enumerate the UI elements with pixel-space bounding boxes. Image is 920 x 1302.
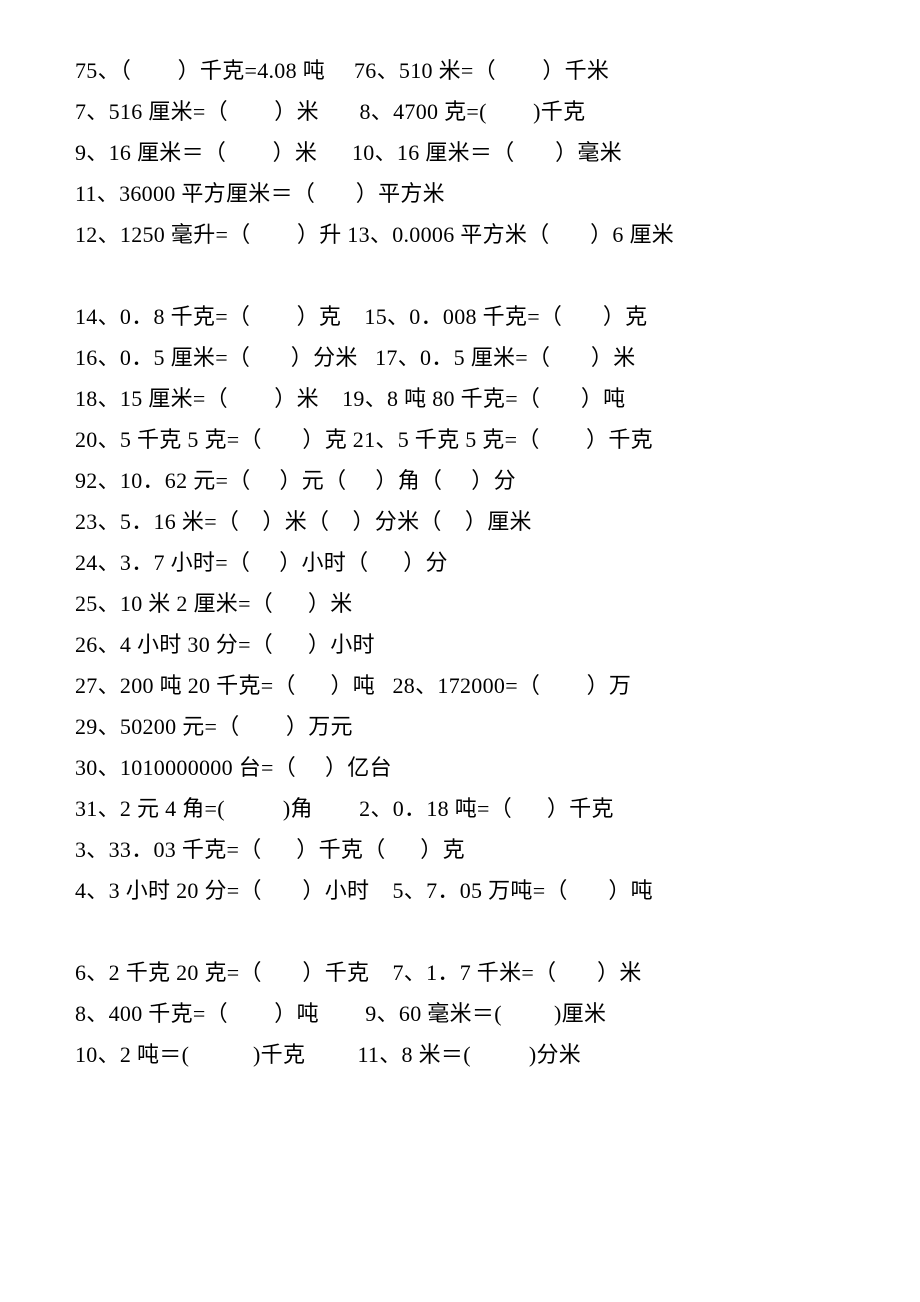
text-line: 4、3 小时 20 分=（ ）小时 5、7．05 万吨=（ ）吨 [75,870,845,911]
page: 75、（ ）千克=4.08 吨 76、510 米=（ ）千米7、516 厘米=（… [0,0,920,1125]
text-line: 14、0．8 千克=（ ）克 15、0．008 千克=（ ）克 [75,296,845,337]
text-line: 27、200 吨 20 千克=（ ）吨 28、172000=（ ）万 [75,665,845,706]
text-line: 23、5．16 米=（ ）米（ ）分米（ ）厘米 [75,501,845,542]
text-line: 16、0．5 厘米=（ ）分米 17、0．5 厘米=（ ）米 [75,337,845,378]
text-line: 31、2 元 4 角=( )角 2、0．18 吨=（ ）千克 [75,788,845,829]
text-line: 24、3．7 小时=（ ）小时（ ）分 [75,542,845,583]
text-line: 10、2 吨＝( )千克 11、8 米＝( )分米 [75,1034,845,1075]
text-line: 8、400 千克=（ ）吨 9、60 毫米＝( )厘米 [75,993,845,1034]
text-line: 18、15 厘米=（ ）米 19、8 吨 80 千克=（ ）吨 [75,378,845,419]
text-line: 9、16 厘米＝（ ）米 10、16 厘米＝（ ）毫米 [75,132,845,173]
text-line: 7、516 厘米=（ ）米 8、4700 克=( )千克 [75,91,845,132]
blank-line [75,255,845,296]
text-line: 29、50200 元=（ ）万元 [75,706,845,747]
text-line: 20、5 千克 5 克=（ ）克 21、5 千克 5 克=（ ）千克 [75,419,845,460]
text-line: 6、2 千克 20 克=（ ）千克 7、1．7 千米=（ ）米 [75,952,845,993]
text-line: 92、10．62 元=（ ）元（ ）角（ ）分 [75,460,845,501]
text-line: 25、10 米 2 厘米=（ ）米 [75,583,845,624]
text-line: 3、33．03 千克=（ ）千克（ ）克 [75,829,845,870]
text-line: 11、36000 平方厘米＝（ ）平方米 [75,173,845,214]
text-line: 26、4 小时 30 分=（ ）小时 [75,624,845,665]
text-line: 75、（ ）千克=4.08 吨 76、510 米=（ ）千米 [75,50,845,91]
blank-line [75,911,845,952]
text-line: 30、1010000000 台=（ ）亿台 [75,747,845,788]
text-line: 12、1250 毫升=（ ）升 13、0.0006 平方米（ ）6 厘米 [75,214,845,255]
